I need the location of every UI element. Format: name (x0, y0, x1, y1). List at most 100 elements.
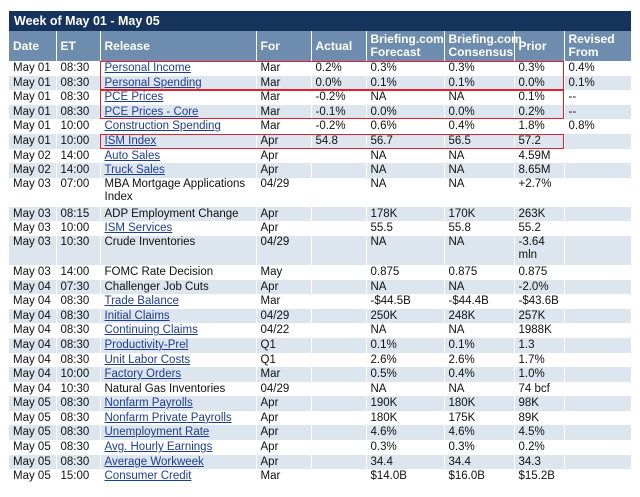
release-link[interactable]: Truck Sales (104, 164, 165, 177)
revised-cell: 0.8% (564, 119, 631, 134)
revised-cell (564, 221, 631, 236)
release-link[interactable]: ISM Index (104, 134, 157, 147)
release-cell: Avg. Hourly Earnings (100, 440, 257, 455)
consensus-cell: NA (444, 279, 515, 295)
forecast-cell: NA (366, 323, 445, 338)
forecast-cell: $14.0B (366, 469, 445, 484)
time-cell: 08:30 (56, 323, 101, 338)
revised-cell (564, 381, 631, 397)
time-cell: 07:30 (56, 279, 101, 295)
date-cell: May 04 (9, 367, 57, 382)
prior-cell: 98K (514, 396, 565, 411)
prior-cell: 89K (514, 410, 565, 426)
consensus-cell: NA (444, 235, 515, 265)
time-cell: 08:30 (56, 61, 101, 76)
actual-cell (311, 454, 367, 470)
actual-cell (311, 367, 367, 382)
release-link[interactable]: Unemployment Rate (104, 426, 210, 439)
release-link[interactable]: Trade Balance (104, 295, 179, 308)
prior-cell: 1.0% (514, 367, 565, 382)
release-cell: Nonfarm Private Payrolls (100, 410, 257, 426)
release-link[interactable]: Average Workweek (104, 455, 204, 468)
period-cell: Mar (256, 61, 312, 76)
actual-cell: -0.2% (311, 119, 367, 134)
table-row: May 01 10:00 ISM Index Apr 54.8 56.7 56.5 57.2 (9, 133, 631, 149)
release-link[interactable]: Unit Labor Costs (104, 353, 191, 366)
prior-cell: 4.5% (514, 425, 565, 441)
actual-cell (311, 221, 367, 236)
table-row: May 04 08:30 Initial Claims 04/29 250K 248K 25… (9, 308, 631, 324)
period-cell: Apr (256, 163, 312, 178)
revised-cell (564, 440, 631, 455)
forecast-cell: 0.5% (366, 367, 445, 382)
time-cell: 08:30 (56, 410, 101, 426)
release-link[interactable]: PCE Prices (104, 91, 164, 104)
table-row: May 03 10:30 Crude Inventories 04/29 NA NA -3.… (9, 235, 631, 265)
date-cell: May 04 (9, 294, 57, 309)
release-cell: Trade Balance (100, 294, 257, 309)
release-link[interactable]: Personal Spending (104, 76, 202, 89)
revised-cell (564, 235, 631, 265)
release-link[interactable]: Nonfarm Private Payrolls (104, 411, 232, 424)
actual-cell (311, 177, 367, 207)
date-cell: May 05 (9, 440, 57, 455)
period-cell: Apr (256, 440, 312, 455)
revised-cell (564, 323, 631, 338)
actual-cell: 0.0% (311, 75, 367, 91)
actual-cell (311, 148, 367, 164)
release-link[interactable]: Nonfarm Payrolls (104, 397, 193, 410)
release-link[interactable]: Personal Income (104, 62, 191, 74)
forecast-cell: 0.1% (366, 75, 445, 91)
prior-cell: 57.2 (514, 133, 565, 149)
release-link[interactable]: PCE Prices - Core (104, 105, 199, 118)
release-link[interactable]: Productivity-Prel (104, 338, 189, 351)
release-link[interactable]: Auto Sales (104, 149, 161, 162)
actual-cell (311, 469, 367, 484)
forecast-cell: 34.4 (366, 454, 445, 470)
table-row: May 03 10:00 ISM Services Apr 55.5 55.8 55.2 (9, 221, 631, 236)
prior-cell: -3.64 mln (514, 235, 565, 265)
period-cell: Q1 (256, 352, 312, 368)
release-cell: Unemployment Rate (100, 425, 257, 441)
actual-cell (311, 425, 367, 441)
revised-cell (564, 425, 631, 441)
prior-cell: 4.59M (514, 148, 565, 164)
period-cell: Mar (256, 367, 312, 382)
revised-cell (564, 367, 631, 382)
consensus-cell: 175K (444, 410, 515, 426)
release-link[interactable]: Factory Orders (104, 368, 182, 381)
release-link[interactable]: Initial Claims (104, 309, 170, 322)
time-cell: 14:00 (56, 163, 101, 178)
prior-cell: 8.65M (514, 163, 565, 178)
forecast-cell: 190K (366, 396, 445, 411)
date-cell: May 04 (9, 279, 57, 295)
release-link[interactable]: ISM Services (104, 222, 173, 235)
table-row: May 04 10:00 Factory Orders Mar 0.5% 0.4% 1.0% (9, 367, 631, 382)
release-link[interactable]: Continuing Claims (104, 324, 198, 337)
actual-cell (311, 410, 367, 426)
period-cell: 04/29 (256, 308, 312, 324)
release-cell: Auto Sales (100, 148, 257, 164)
period-cell: Mar (256, 294, 312, 309)
date-cell: May 01 (9, 133, 57, 149)
release-cell: ADP Employment Change (100, 206, 257, 222)
release-cell: Challenger Job Cuts (100, 279, 257, 295)
forecast-cell: 56.7 (366, 133, 445, 149)
period-cell: Mar (256, 104, 312, 120)
actual-cell (311, 163, 367, 178)
actual-cell: -0.2% (311, 90, 367, 105)
table-row: May 01 08:30 Personal Income Mar 0.2% 0.3% 0.3… (9, 61, 631, 76)
revised-cell (564, 206, 631, 222)
forecast-cell: NA (366, 148, 445, 164)
actual-cell (311, 235, 367, 265)
consensus-cell: NA (444, 177, 515, 207)
table-row: May 05 08:30 Unemployment Rate Apr 4.6% 4.6% 4… (9, 425, 631, 441)
consensus-cell: NA (444, 148, 515, 164)
release-link[interactable]: Consumer Credit (104, 470, 192, 483)
forecast-cell: 180K (366, 410, 445, 426)
release-link[interactable]: Avg. Hourly Earnings (104, 441, 213, 454)
release-link[interactable]: Construction Spending (104, 120, 221, 133)
date-cell: May 03 (9, 235, 57, 265)
period-cell: Apr (256, 206, 312, 222)
release-cell: Factory Orders (100, 367, 257, 382)
